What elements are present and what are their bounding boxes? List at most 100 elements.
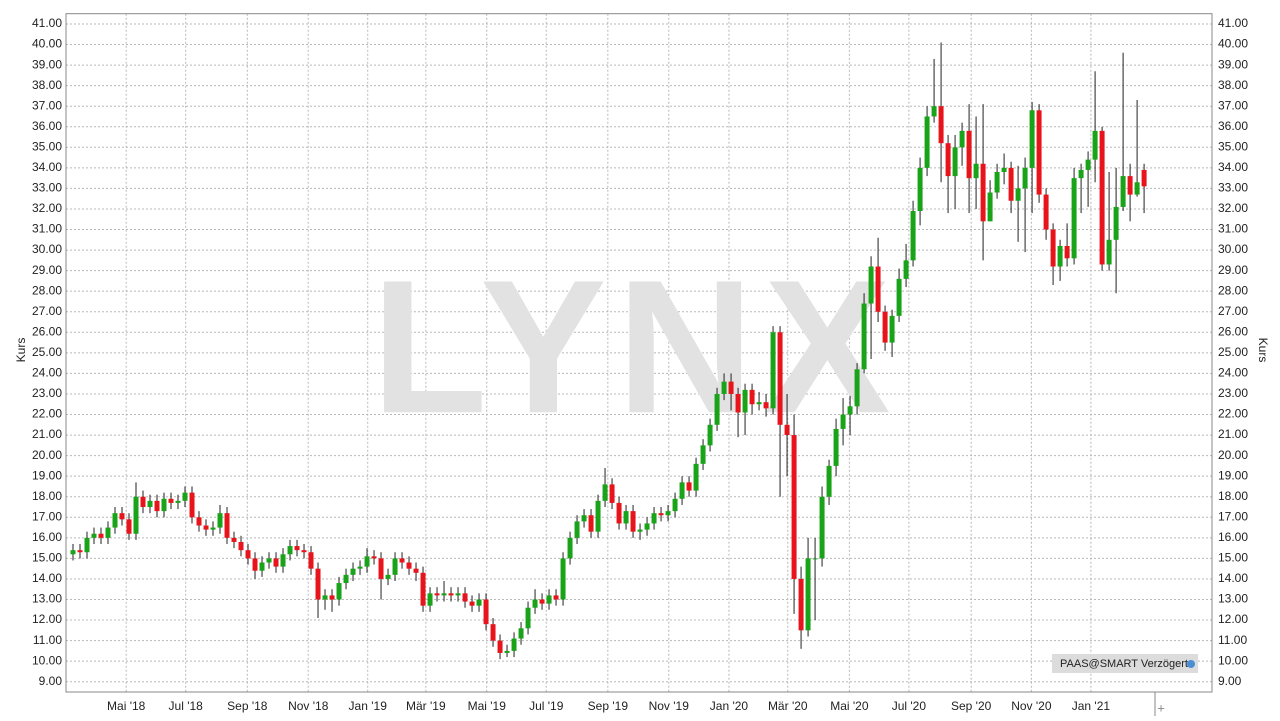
candle-body (154, 500, 160, 512)
y-tick-label: 40.00 (32, 37, 62, 51)
candle-body (1085, 159, 1091, 170)
candle-body (735, 393, 741, 413)
y2-tick-label: 21.00 (1218, 427, 1248, 441)
candle-body (98, 533, 104, 538)
candle-body (182, 492, 188, 501)
candle-body (987, 192, 993, 222)
y-tick-label: 13.00 (32, 592, 62, 606)
candle-body (966, 130, 972, 179)
candle-body (665, 511, 671, 516)
x-tick-label: Mär '20 (768, 699, 808, 713)
candle-body (364, 556, 370, 567)
candle-body (917, 167, 923, 212)
candle-body (350, 568, 356, 575)
y2-tick-label: 38.00 (1218, 78, 1248, 92)
candle-body (231, 537, 237, 542)
candle-body (798, 578, 804, 631)
y2-tick-label: 15.00 (1218, 551, 1248, 565)
candle-body (308, 552, 314, 569)
candle-body (805, 558, 811, 631)
candle-body (854, 369, 860, 407)
candle-body (700, 445, 706, 464)
y-tick-label: 25.00 (32, 345, 62, 359)
y-tick-label: 19.00 (32, 468, 62, 482)
candle-body (777, 332, 783, 425)
y-tick-label: 10.00 (32, 653, 62, 667)
candle-body (651, 513, 657, 524)
candle-body (1078, 169, 1084, 179)
candle-body (742, 389, 748, 413)
y-tick-label: 18.00 (32, 489, 62, 503)
candle-body (301, 550, 307, 553)
y2-tick-label: 27.00 (1218, 304, 1248, 318)
candle-body (672, 498, 678, 512)
candle-body (1141, 169, 1147, 187)
candle-body (203, 525, 209, 530)
candle-body (973, 163, 979, 179)
y2-tick-label: 26.00 (1218, 324, 1248, 338)
candle-body (70, 550, 76, 555)
candle-body (833, 428, 839, 466)
candle-body (434, 593, 440, 596)
candle-body (1120, 176, 1126, 207)
candle-body (385, 574, 391, 579)
candle-body (511, 638, 517, 651)
y-tick-label: 33.00 (32, 181, 62, 195)
candle-body (1057, 245, 1063, 267)
candle-body (1127, 176, 1133, 195)
candle-body (952, 147, 958, 177)
x-tick-label: Jan '21 (1072, 699, 1111, 713)
candle-body (77, 550, 83, 553)
y2-tick-label: 18.00 (1218, 489, 1248, 503)
candle-body (819, 496, 825, 559)
candle-body (560, 558, 566, 600)
candle-body (756, 402, 762, 405)
x-tick-label: Sep '18 (227, 699, 268, 713)
y-tick-label: 35.00 (32, 139, 62, 153)
candle-body (448, 593, 454, 596)
candle-body (273, 558, 279, 567)
y2-tick-label: 20.00 (1218, 448, 1248, 462)
candle-body (763, 402, 769, 409)
candle-body (420, 572, 426, 606)
candle-body (889, 315, 895, 343)
y2-tick-label: 32.00 (1218, 201, 1248, 215)
candle-body (546, 595, 552, 604)
x-tick-label: Nov '19 (649, 699, 690, 713)
candle-body (196, 517, 202, 526)
candle-body (462, 593, 468, 602)
y-tick-label: 28.00 (32, 283, 62, 297)
candle-body (609, 484, 615, 503)
candle-body (686, 482, 692, 491)
y2-tick-label: 10.00 (1218, 653, 1248, 667)
y2-tick-label: 24.00 (1218, 366, 1248, 380)
y-tick-label: 22.00 (32, 407, 62, 421)
y-tick-label: 31.00 (32, 222, 62, 236)
candle-body (644, 523, 650, 530)
candle-body (1113, 206, 1119, 240)
y-tick-label: 39.00 (32, 57, 62, 71)
candle-body (315, 568, 321, 600)
candle-body (266, 558, 272, 563)
candle-body (770, 332, 776, 409)
y-tick-label: 12.00 (32, 612, 62, 626)
y-tick-label: 41.00 (32, 16, 62, 30)
candle-body (518, 628, 524, 639)
candle-body (840, 414, 846, 429)
y-axis-title: Kurs (14, 338, 28, 363)
y-tick-label: 9.00 (39, 674, 63, 688)
y2-tick-label: 25.00 (1218, 345, 1248, 359)
candle-body (574, 521, 580, 538)
y-tick-label: 16.00 (32, 530, 62, 544)
y2-tick-label: 35.00 (1218, 139, 1248, 153)
y2-tick-label: 36.00 (1218, 119, 1248, 133)
y-tick-label: 27.00 (32, 304, 62, 318)
candle-body (826, 465, 832, 497)
candle-body (91, 533, 97, 538)
x-tick-label: Jul '20 (892, 699, 927, 713)
candles (70, 42, 1147, 660)
candle-body (287, 546, 293, 555)
candle-body (1050, 229, 1056, 267)
candle-body (210, 527, 216, 530)
